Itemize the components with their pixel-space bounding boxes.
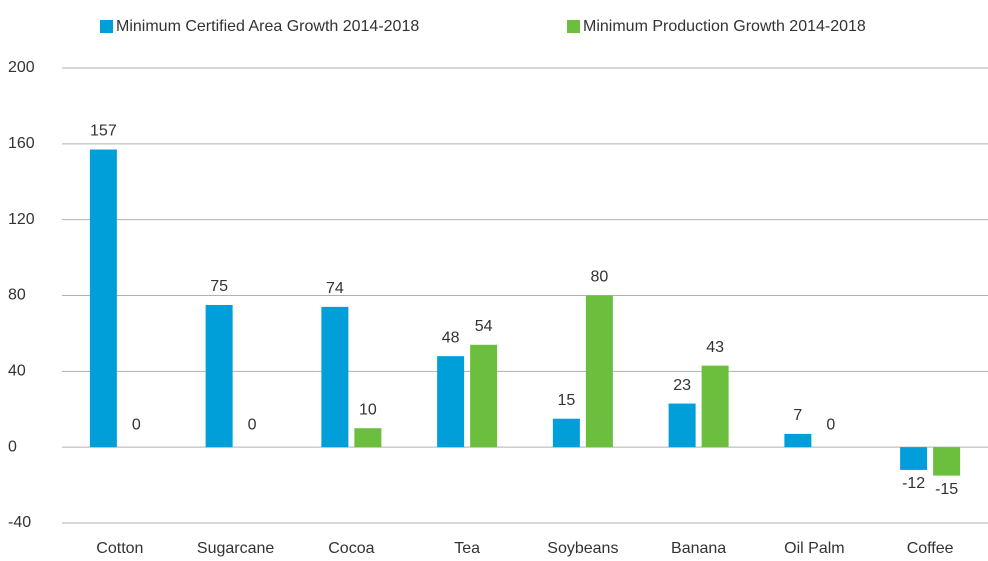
value-label: 54 — [475, 318, 493, 335]
y-tick-label: 40 — [8, 363, 26, 380]
value-label: 80 — [590, 269, 608, 286]
value-label: 0 — [132, 416, 141, 433]
legend-swatch — [567, 20, 580, 33]
value-label: 15 — [557, 392, 575, 409]
bar — [668, 403, 696, 448]
bar — [585, 295, 613, 448]
bar — [552, 418, 580, 448]
bar — [205, 304, 233, 448]
value-label: 43 — [706, 339, 724, 356]
bar — [900, 447, 928, 470]
value-label: 75 — [210, 278, 228, 295]
x-tick-label: Soybeans — [547, 540, 618, 557]
y-tick-label: 0 — [8, 438, 17, 455]
bar — [701, 365, 729, 448]
value-label: -15 — [935, 481, 958, 498]
x-tick-label: Sugarcane — [197, 540, 274, 557]
bar — [933, 447, 961, 476]
x-tick-label: Coffee — [907, 540, 954, 557]
y-tick-label: -40 — [8, 514, 31, 531]
bar — [784, 433, 812, 448]
value-label: 0 — [826, 416, 835, 433]
value-label: -12 — [902, 475, 925, 492]
value-label: 74 — [326, 280, 344, 297]
y-tick-label: 120 — [8, 211, 35, 228]
legend-label: Minimum Certified Area Growth 2014-2018 — [116, 18, 419, 35]
bar — [354, 428, 382, 448]
x-tick-label: Banana — [671, 540, 726, 557]
bar — [89, 149, 117, 448]
x-tick-label: Cocoa — [328, 540, 374, 557]
value-label: 7 — [793, 407, 802, 424]
legend-label: Minimum Production Growth 2014-2018 — [583, 18, 866, 35]
value-label: 0 — [248, 416, 257, 433]
value-label: 157 — [90, 123, 117, 140]
y-tick-label: 160 — [8, 135, 35, 152]
y-tick-label: 80 — [8, 287, 26, 304]
value-label: 10 — [359, 401, 377, 418]
legend-swatch — [100, 20, 113, 33]
value-label: 23 — [673, 377, 691, 394]
x-tick-label: Cotton — [96, 540, 143, 557]
value-label: 48 — [442, 329, 460, 346]
x-tick-label: Oil Palm — [784, 540, 844, 557]
bar — [470, 344, 498, 448]
x-tick-label: Tea — [454, 540, 480, 557]
bar — [321, 306, 349, 448]
y-tick-label: 200 — [8, 59, 35, 76]
bar — [437, 356, 465, 448]
